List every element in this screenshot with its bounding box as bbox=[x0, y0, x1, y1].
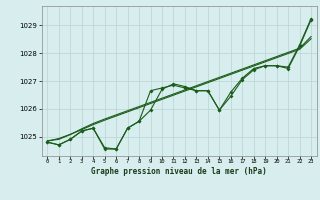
X-axis label: Graphe pression niveau de la mer (hPa): Graphe pression niveau de la mer (hPa) bbox=[91, 167, 267, 176]
